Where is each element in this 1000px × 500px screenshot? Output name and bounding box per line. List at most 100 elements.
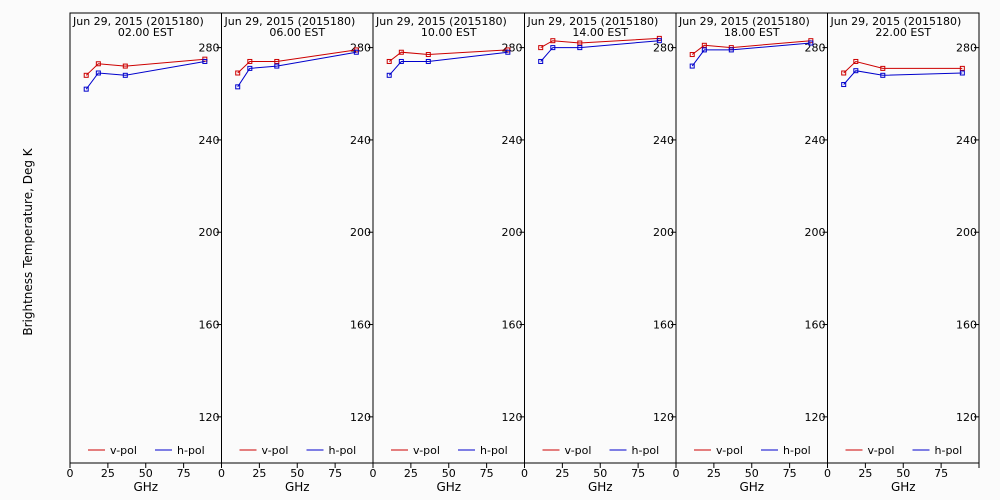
- panel-subtitle: 02.00 EST: [118, 26, 174, 39]
- y-tick-label: 280: [653, 42, 674, 55]
- v-pol-series-line: [540, 37, 660, 49]
- h-pol-point: [728, 47, 734, 53]
- y-tick-label: 120: [653, 411, 674, 424]
- h-pol-point: [853, 68, 859, 74]
- panel-title: Jun 29, 2015 (2015180): [375, 15, 507, 28]
- x-tick-label: 25: [555, 467, 569, 480]
- y-tick-label: 240: [350, 134, 371, 147]
- legend-v-pol-label: v-pol: [110, 444, 137, 457]
- v-pol-point: [577, 40, 583, 46]
- h-pol-point: [656, 38, 662, 44]
- v-pol-point: [701, 42, 707, 48]
- panel-title: Jun 29, 2015 (2015180): [678, 15, 810, 28]
- x-tick-label: 0: [370, 467, 377, 480]
- v-pol-point: [95, 61, 101, 67]
- y-tick-label: 160: [502, 319, 523, 332]
- h-pol-point: [577, 45, 583, 51]
- chart-panel-4: Jun 29, 2015 (2015180)14.00 EST 120 160 200…: [521, 12, 677, 494]
- chart-panels: Jun 29, 2015 (2015180) 02.00 EST 120 160 200…: [67, 12, 980, 494]
- panel-subtitle: 22.00 EST: [875, 26, 931, 39]
- x-tick-label: 75: [631, 467, 645, 480]
- y-tick-label: 280: [956, 42, 977, 55]
- x-axis-label: GHz: [133, 480, 158, 494]
- panel-subtitle: 06.00 EST: [269, 26, 325, 39]
- v-pol-series-line: [85, 58, 205, 76]
- legend-h-pol-label: h-pol: [632, 444, 660, 457]
- v-pol-point: [386, 58, 392, 64]
- h-pol-point: [538, 58, 544, 64]
- v-pol-point: [841, 70, 847, 76]
- y-tick-label: 240: [199, 134, 220, 147]
- v-pol-point: [538, 45, 544, 51]
- y-tick-label: 120: [956, 411, 977, 424]
- x-tick-label: 0: [521, 467, 528, 480]
- v-pol-series-line: [237, 49, 357, 74]
- y-tick-label: 160: [805, 319, 826, 332]
- x-tick-label: 0: [67, 467, 74, 480]
- h-pol-point: [274, 63, 280, 69]
- v-pol-point: [398, 49, 404, 55]
- x-tick-label: 75: [480, 467, 494, 480]
- legend-v-pol-label: v-pol: [868, 444, 895, 457]
- y-tick-label: 160: [199, 319, 220, 332]
- x-tick-label: 50: [745, 467, 759, 480]
- x-tick-label: 50: [593, 467, 607, 480]
- y-tick-label: 120: [502, 411, 523, 424]
- y-tick-label: 160: [956, 319, 977, 332]
- v-pol-point: [274, 58, 280, 64]
- v-pol-series-line: [691, 40, 811, 55]
- panel-subtitle: 10.00 EST: [421, 26, 477, 39]
- h-pol-series-line: [237, 51, 357, 88]
- x-tick-label: 0: [218, 467, 225, 480]
- h-pol-point: [95, 70, 101, 76]
- y-tick-label: 240: [805, 134, 826, 147]
- legend-h-pol-label: h-pol: [480, 444, 508, 457]
- x-tick-label: 25: [404, 467, 418, 480]
- legend-h-pol-label: h-pol: [329, 444, 357, 457]
- legend-h-pol-label: h-pol: [177, 444, 205, 457]
- legend-v-pol-label: v-pol: [565, 444, 592, 457]
- y-tick-label: 120: [199, 411, 220, 424]
- chart-panel-5: Jun 29, 2015 (2015180)18.00 EST 120 160 200…: [673, 12, 828, 494]
- v-pol-point: [122, 63, 128, 69]
- v-pol-point: [425, 52, 431, 58]
- x-tick-label: 75: [934, 467, 948, 480]
- x-tick-label: 50: [896, 467, 910, 480]
- legend-h-pol-label: h-pol: [935, 444, 963, 457]
- x-tick-label: 25: [252, 467, 266, 480]
- y-tick-label: 240: [653, 134, 674, 147]
- x-tick-label: 75: [783, 467, 797, 480]
- y-tick-label: 200: [350, 226, 371, 239]
- h-pol-series-line: [540, 40, 660, 62]
- h-pol-point: [247, 65, 253, 71]
- y-tick-label: 160: [350, 319, 371, 332]
- x-tick-label: 50: [442, 467, 456, 480]
- x-tick-label: 0: [673, 467, 680, 480]
- chart-panel-3: Jun 29, 2015 (2015180)10.00 EST 120 160 200…: [370, 12, 525, 494]
- x-tick-label: 50: [139, 467, 153, 480]
- x-tick-label: 75: [328, 467, 342, 480]
- panel-title: Jun 29, 2015 (2015180): [830, 15, 962, 28]
- x-axis-label: GHz: [588, 480, 613, 494]
- v-pol-point: [880, 65, 886, 71]
- h-pol-series-line: [388, 51, 508, 76]
- h-pol-point: [83, 86, 89, 92]
- y-tick-label: 280: [502, 42, 523, 55]
- h-pol-point: [959, 70, 965, 76]
- y-tick-label: 240: [956, 134, 977, 147]
- y-tick-label: 280: [199, 42, 220, 55]
- legend-h-pol-label: h-pol: [783, 444, 811, 457]
- y-tick-label: 200: [956, 226, 977, 239]
- h-pol-point: [689, 63, 695, 69]
- h-pol-point: [202, 58, 208, 64]
- v-pol-point: [959, 65, 965, 71]
- v-pol-point: [247, 58, 253, 64]
- x-tick-label: 25: [101, 467, 115, 480]
- x-tick-label: 0: [824, 467, 831, 480]
- h-pol-series-line: [843, 70, 963, 85]
- x-tick-label: 50: [290, 467, 304, 480]
- h-pol-point: [425, 58, 431, 64]
- legend-v-pol-label: v-pol: [262, 444, 289, 457]
- h-pol-point: [880, 72, 886, 78]
